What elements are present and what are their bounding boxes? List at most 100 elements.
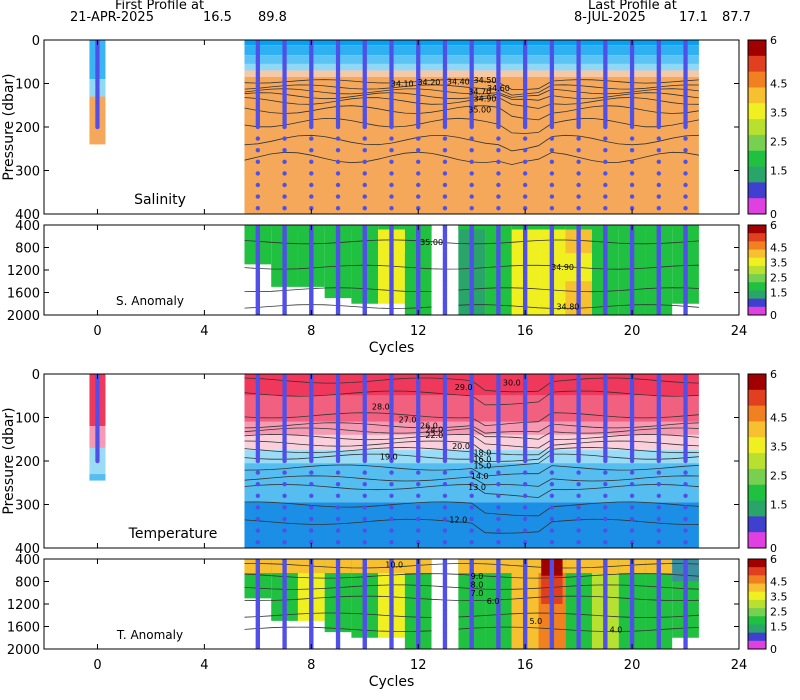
profile-dots	[629, 559, 635, 649]
x-axis-title: Cycles	[369, 340, 415, 356]
profile-dots	[603, 40, 608, 211]
colorbar-swatch	[748, 374, 766, 391]
y-axis-title: Pressure (dbar)	[1, 407, 17, 514]
colorbar-frame	[747, 224, 767, 316]
colorbar-swatch	[748, 640, 766, 650]
contour-label: 10.0	[385, 561, 403, 570]
contour-label: 34.80	[556, 303, 579, 312]
profile-dots	[442, 225, 448, 315]
y-tick-label: 2000	[7, 309, 40, 324]
last-profile-lat: 17.1	[679, 10, 708, 25]
contour-label: 6.0	[487, 597, 500, 606]
last-profile-label: Last Profile at	[588, 0, 677, 13]
y-tick-label: 400	[15, 219, 40, 234]
x-tick-label: 8	[307, 324, 315, 339]
contour-label: 34.90	[474, 95, 497, 104]
contour-label: 26.0	[420, 421, 438, 430]
colorbar-tick-label: 3.5	[770, 107, 788, 120]
profile-dots	[603, 559, 608, 649]
colorbar-tick-label: 6	[770, 34, 777, 47]
profile-dots	[576, 559, 581, 649]
contour-label: 18.0	[473, 448, 491, 457]
colorbar-tick-label: 0	[770, 542, 777, 555]
colorbar-swatch	[748, 516, 766, 533]
profile-dots	[576, 374, 581, 545]
profile-dots	[683, 40, 688, 211]
profile-dots	[335, 374, 341, 545]
profile-dots	[335, 559, 341, 649]
y-tick-label: 200	[15, 455, 40, 470]
contour-label: 24.0	[425, 426, 443, 435]
colorbar-swatch	[748, 182, 766, 199]
first-profile-lon: 89.8	[258, 10, 287, 25]
colorbar-tick-label: 2.5	[770, 136, 788, 149]
colorbar-swatch	[748, 265, 766, 275]
contour-label: 34.60	[487, 84, 510, 93]
colorbar-swatch	[748, 575, 766, 585]
contour-label: 35.00	[420, 238, 443, 247]
colorbar-frame	[747, 558, 767, 650]
y-tick-label: 800	[15, 576, 40, 591]
x-tick-label: 20	[624, 658, 641, 673]
profile-dots	[442, 559, 448, 649]
x-tick-label: 12	[410, 324, 427, 339]
profile-dots	[656, 225, 662, 315]
profile-dots	[496, 374, 501, 545]
colorbar-tick-label: 4.5	[770, 78, 788, 91]
profile-dots	[576, 225, 581, 315]
contour-line	[244, 464, 699, 477]
profile-dots	[309, 559, 314, 649]
profile-dots	[549, 40, 555, 211]
contour-label: 4.0	[610, 625, 623, 634]
contour-label: 12.0	[449, 516, 467, 525]
colorbar-tick-label: 1.5	[770, 165, 788, 178]
colorbar-frame	[747, 373, 767, 549]
y-tick-label: 1200	[7, 598, 40, 613]
profile-dots	[522, 225, 528, 315]
colorbar-tick-label: 1.5	[770, 287, 788, 300]
colorbar-temperature	[747, 373, 767, 549]
x-tick-label: 24	[731, 658, 748, 673]
x-tick-label: 4	[200, 324, 208, 339]
colorbar-tick-label: 3.5	[770, 257, 788, 270]
profile-dots	[389, 374, 394, 545]
profile-dots	[629, 374, 635, 545]
profile-dots	[522, 374, 528, 545]
profile-dots	[629, 225, 635, 315]
profile-dots	[335, 225, 341, 315]
profile-dots	[255, 374, 261, 545]
profile-dots	[95, 40, 100, 130]
profile-dots	[362, 374, 367, 545]
profile-dots	[255, 225, 261, 315]
colorbar-tick-label: 4.5	[770, 412, 788, 425]
y-tick-label: 0	[32, 34, 40, 49]
last-profile-lon: 87.7	[722, 10, 751, 25]
contour-label: 34.10	[391, 80, 414, 89]
y-tick-label: 100	[15, 78, 40, 93]
colorbar-swatch	[748, 103, 766, 120]
contour-label: 34.20	[417, 78, 440, 87]
colorbar-swatch	[748, 290, 766, 300]
profile-dots	[683, 559, 688, 649]
contour-label: 34.40	[447, 77, 470, 86]
colorbar-swatch	[748, 71, 766, 88]
y-tick-label: 400	[15, 553, 40, 568]
y-tick-label: 1600	[7, 287, 40, 302]
x-tick-label: 4	[200, 658, 208, 673]
colorbar-tick-label: 0	[770, 208, 777, 221]
contour-label: 30.0	[503, 379, 521, 388]
colorbar-tick-label: 4.5	[770, 576, 788, 589]
panel-salinity	[43, 39, 740, 215]
profile-dots	[335, 40, 341, 211]
contour-label: 34.50	[474, 76, 497, 85]
panel-title: T. Anomaly	[116, 628, 183, 642]
x-tick-label: 24	[731, 324, 748, 339]
colorbar-t-anomaly	[747, 558, 767, 650]
panel-title: Salinity	[134, 192, 186, 208]
profile-dots	[656, 40, 662, 211]
profile-dots	[416, 374, 421, 545]
colorbar-swatch	[748, 282, 766, 291]
colorbar-tick-label: 2.5	[770, 470, 788, 483]
colorbar-swatch	[748, 198, 766, 215]
colorbar-swatch	[748, 608, 766, 617]
